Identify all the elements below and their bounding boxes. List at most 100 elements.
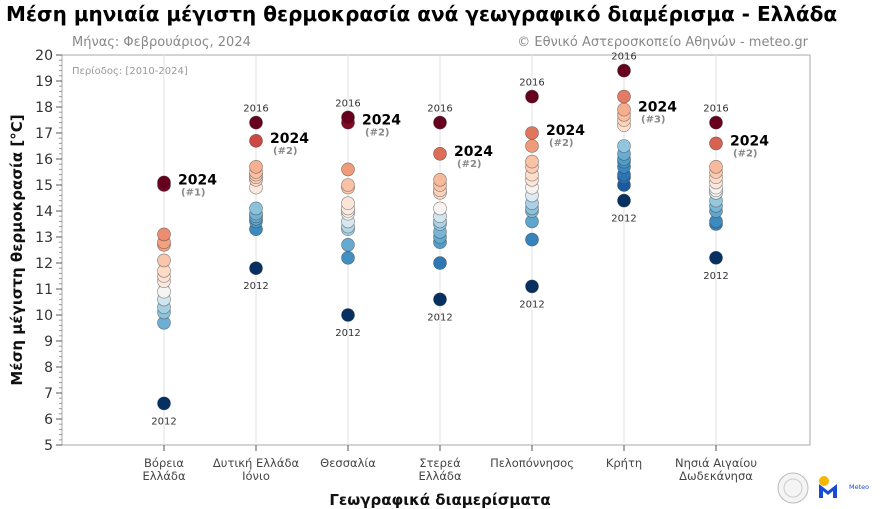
x-tick-label: Πελοπόννησος <box>490 456 574 470</box>
data-point <box>249 201 263 216</box>
data-point <box>433 147 447 161</box>
min-year-label: 2012 <box>703 271 728 282</box>
x-axis-label: Γεωγραφικά διαμερίσματα <box>329 491 550 509</box>
highlight-rank-label: (#2) <box>549 138 573 149</box>
data-point <box>157 396 171 411</box>
data-point <box>709 136 723 151</box>
min-year-label: 2012 <box>427 312 452 323</box>
data-point <box>341 196 355 210</box>
data-point <box>617 63 631 78</box>
chart-title: Μέση μηνιαία μέγιστη θερμοκρασία ανά γεω… <box>6 2 837 26</box>
chart-subtitle-month: Μήνας: Φεβρουάριος, 2024 <box>72 35 251 50</box>
y-tick-label: 8 <box>44 360 53 376</box>
data-point <box>525 232 539 247</box>
max-year-label: 2016 <box>243 104 268 115</box>
x-tick-label: Ελλάδα <box>418 469 461 483</box>
x-tick-label: Κρήτη <box>606 456 642 470</box>
data-point <box>617 139 631 153</box>
y-tick-label: 12 <box>35 256 53 272</box>
y-tick-label: 15 <box>35 178 53 194</box>
highlight-year-label: 2024 <box>270 131 309 147</box>
highlight-year-label: 2024 <box>362 113 401 129</box>
highlight-year-label: 2024 <box>638 100 677 116</box>
y-tick-label: 10 <box>35 308 53 324</box>
x-tick-label: Στερεά <box>419 456 461 470</box>
data-point <box>341 162 355 177</box>
data-point <box>249 134 263 148</box>
y-tick-label: 18 <box>35 100 53 116</box>
y-tick-label: 11 <box>35 282 53 298</box>
highlight-rank-label: (#2) <box>457 159 481 170</box>
data-point <box>157 175 171 190</box>
data-point <box>249 261 263 276</box>
data-point <box>341 110 355 125</box>
highlight-rank-label: (#2) <box>365 128 389 139</box>
min-year-label: 2012 <box>335 328 360 339</box>
data-point <box>433 201 447 216</box>
data-point <box>341 250 355 265</box>
highlight-year-label: 2024 <box>546 123 585 139</box>
y-tick-label: 7 <box>44 386 53 402</box>
data-point <box>709 250 723 265</box>
highlight-year-label: 2024 <box>454 144 493 160</box>
chart-copyright: © Εθνικό Αστεροσκοπείο Αθηνών - meteo.gr <box>517 35 808 50</box>
min-year-label: 2012 <box>243 281 268 292</box>
x-tick-label: Δυτική Ελλάδα <box>213 456 300 470</box>
data-point <box>157 227 171 242</box>
data-point <box>525 126 539 140</box>
x-tick-label: Θεσσαλία <box>320 456 376 470</box>
highlight-year-label: 2024 <box>730 133 769 149</box>
data-point <box>525 154 539 169</box>
y-tick-label: 19 <box>35 74 53 90</box>
data-point <box>525 279 539 294</box>
y-tick-label: 5 <box>44 438 53 454</box>
data-point <box>249 115 263 130</box>
x-tick-label: Νησιά Αιγαίου <box>675 456 757 470</box>
y-tick-label: 20 <box>35 48 53 64</box>
data-point <box>249 160 263 174</box>
x-tick-label: Δωδεκάνησα <box>679 469 753 483</box>
x-tick-label: Ιόνιο <box>242 469 270 483</box>
y-axis-label: Μέση μέγιστη θερμοκρασία [°C] <box>8 114 26 385</box>
x-tick-label: Βόρεια <box>144 456 184 470</box>
max-year-label: 2016 <box>519 78 544 89</box>
y-tick-label: 6 <box>44 412 53 428</box>
data-point <box>709 115 723 130</box>
plot-frame <box>61 54 811 446</box>
data-point <box>157 253 171 268</box>
period-note: Περίοδος: [2010-2024] <box>72 65 188 77</box>
y-tick-label: 14 <box>35 204 53 220</box>
data-point <box>433 115 447 130</box>
data-point <box>341 238 355 252</box>
data-point <box>341 178 355 192</box>
y-tick-label: 13 <box>35 230 53 246</box>
data-point <box>617 102 631 117</box>
data-point <box>617 193 631 208</box>
y-tick-label: 17 <box>35 126 53 142</box>
highlight-rank-label: (#3) <box>641 115 665 126</box>
highlight-rank-label: (#2) <box>273 146 297 157</box>
noa-seal-logo <box>777 472 809 504</box>
data-point <box>709 160 723 174</box>
highlight-year-label: 2024 <box>178 172 217 188</box>
max-year-label: 2016 <box>335 98 360 109</box>
data-point <box>433 173 447 187</box>
highlight-rank-label: (#1) <box>181 187 205 198</box>
max-year-label: 2016 <box>611 52 636 63</box>
min-year-label: 2012 <box>519 299 544 310</box>
data-point <box>525 139 539 153</box>
max-year-label: 2016 <box>703 104 728 115</box>
data-point <box>433 292 447 307</box>
y-tick-label: 16 <box>35 152 53 168</box>
max-year-label: 2016 <box>427 104 452 115</box>
data-point <box>433 256 447 270</box>
y-tick-label: 9 <box>44 334 53 350</box>
data-point <box>617 89 631 104</box>
meteo-logo-text: Meteo <box>849 483 869 491</box>
highlight-rank-label: (#2) <box>733 148 757 159</box>
x-tick-label: Ελλάδα <box>142 469 185 483</box>
meteo-logo: Meteo <box>819 476 869 498</box>
data-point <box>525 89 539 104</box>
